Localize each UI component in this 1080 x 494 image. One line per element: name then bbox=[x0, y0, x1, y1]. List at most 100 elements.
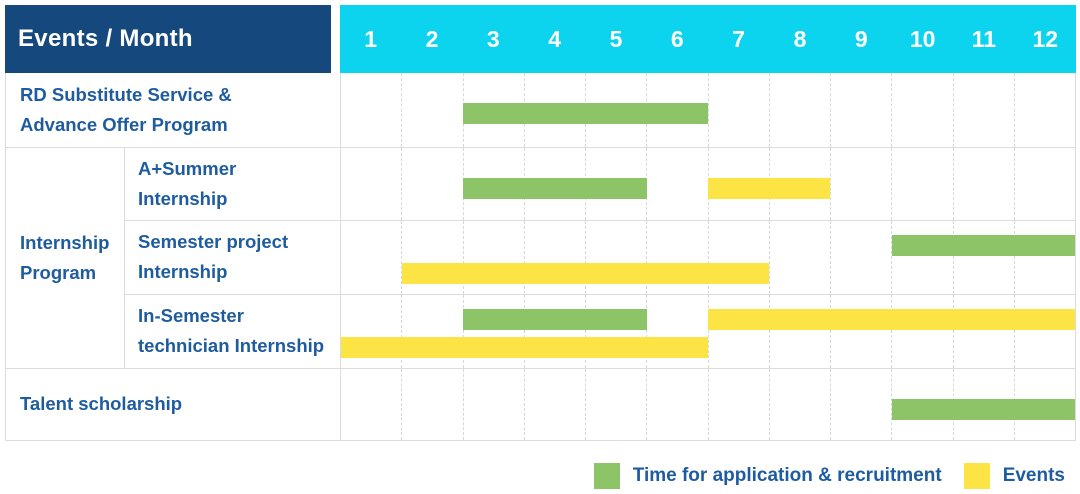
table-row: Semester project Internship bbox=[125, 219, 1075, 294]
month-column bbox=[830, 73, 891, 147]
legend-swatch-yellow bbox=[963, 463, 990, 489]
row-label-line: technician Internship bbox=[138, 335, 325, 356]
month-column bbox=[646, 294, 707, 368]
gantt-bar-yellow bbox=[341, 336, 708, 358]
row-label-line: RD Substitute Service & bbox=[20, 83, 232, 105]
gantt-bar-yellow bbox=[708, 308, 1075, 330]
month-column bbox=[1013, 73, 1075, 147]
month-column bbox=[341, 369, 401, 441]
month-header-cell: 9 bbox=[854, 25, 868, 52]
row-label-line: Internship bbox=[20, 231, 110, 253]
gantt-track bbox=[341, 368, 1075, 441]
gantt-bar-green bbox=[891, 398, 1075, 420]
month-column bbox=[462, 73, 524, 147]
month-column bbox=[952, 294, 1014, 368]
month-column bbox=[768, 73, 830, 147]
row-label-line: Talent scholarship bbox=[20, 393, 183, 415]
month-column bbox=[768, 220, 830, 294]
gantt-track bbox=[341, 73, 1075, 147]
gantt-track bbox=[341, 294, 1075, 368]
row-label: In-Semester technician Internship bbox=[125, 294, 341, 368]
group-label: Internship Program bbox=[6, 147, 125, 368]
month-column bbox=[891, 73, 952, 147]
month-column bbox=[1013, 147, 1075, 220]
month-column bbox=[952, 73, 1014, 147]
month-header-cell: 3 bbox=[486, 25, 500, 52]
month-column bbox=[1013, 220, 1075, 294]
gantt-bar-green bbox=[463, 177, 647, 199]
row-label: Talent scholarship bbox=[6, 368, 341, 440]
row-label: RD Substitute Service & Advance Offer Pro… bbox=[6, 73, 341, 147]
month-header-cell: 6 bbox=[670, 25, 684, 52]
month-column bbox=[401, 368, 462, 440]
month-column bbox=[830, 294, 891, 368]
month-column bbox=[341, 221, 401, 294]
gantt-track bbox=[341, 220, 1075, 294]
month-column bbox=[891, 147, 952, 220]
month-column bbox=[830, 368, 891, 440]
internship-program-group: Internship Program A+Summer Internship Semes… bbox=[6, 146, 1075, 368]
month-column bbox=[891, 294, 952, 368]
gantt-bar-yellow bbox=[708, 177, 831, 199]
row-label: A+Summer Internship bbox=[125, 147, 341, 220]
month-column bbox=[401, 294, 462, 368]
month-column bbox=[401, 147, 462, 220]
month-column bbox=[462, 147, 524, 220]
row-label-line: A+Summer bbox=[138, 157, 237, 179]
gantt-bar-green bbox=[891, 234, 1075, 256]
month-column bbox=[523, 294, 585, 368]
table-row: In-Semester technician Internship bbox=[125, 293, 1075, 368]
legend: Time for application & recruitment Events bbox=[572, 462, 1065, 490]
month-column bbox=[585, 294, 646, 368]
month-column bbox=[401, 220, 462, 294]
month-column bbox=[707, 220, 769, 294]
gantt-body: RD Substitute Service & Advance Offer Pro… bbox=[5, 73, 1076, 441]
month-column bbox=[952, 220, 1014, 294]
month-header-cell: 10 bbox=[909, 25, 936, 52]
table-row: Talent scholarship bbox=[6, 367, 1075, 441]
month-column bbox=[830, 147, 891, 220]
month-header-cell: 7 bbox=[732, 25, 746, 52]
month-header-cell: 5 bbox=[609, 25, 623, 52]
month-column bbox=[952, 147, 1014, 220]
month-column bbox=[1013, 294, 1075, 368]
month-column bbox=[341, 73, 401, 147]
row-label-line: Program bbox=[20, 261, 97, 283]
month-column bbox=[462, 368, 524, 440]
month-column bbox=[646, 147, 707, 220]
month-header-cell: 2 bbox=[425, 25, 439, 52]
month-column bbox=[462, 220, 524, 294]
legend-item: Events bbox=[963, 463, 1065, 489]
row-label-line: Internship bbox=[138, 187, 228, 209]
events-month-header-cell: Events / Month bbox=[5, 5, 331, 73]
month-column bbox=[891, 220, 952, 294]
month-column bbox=[707, 73, 769, 147]
gantt-bar-yellow bbox=[402, 262, 770, 284]
row-label-line: Semester project bbox=[138, 231, 289, 252]
events-month-header-label: Events / Month bbox=[18, 25, 193, 52]
month-header-cell: 12 bbox=[1032, 25, 1059, 52]
gantt-track bbox=[341, 147, 1075, 220]
month-header-cell: 8 bbox=[793, 25, 807, 52]
legend-item: Time for application & recruitment bbox=[593, 463, 942, 489]
legend-label: Events bbox=[1002, 465, 1065, 486]
month-column bbox=[830, 220, 891, 294]
month-column bbox=[585, 368, 646, 440]
month-column bbox=[707, 294, 769, 368]
row-label-line: Internship bbox=[138, 261, 228, 282]
month-column bbox=[707, 368, 769, 440]
month-column bbox=[646, 220, 707, 294]
gantt-bar-green bbox=[463, 308, 647, 330]
month-column bbox=[341, 148, 401, 220]
month-header-cell: 1 bbox=[364, 25, 378, 52]
gantt-bar-green bbox=[463, 103, 708, 124]
month-column bbox=[401, 73, 462, 147]
legend-swatch-green bbox=[593, 463, 620, 489]
table-row: A+Summer Internship bbox=[125, 147, 1075, 220]
month-header-cell: 4 bbox=[548, 25, 562, 52]
month-column bbox=[646, 368, 707, 440]
legend-label: Time for application & recruitment bbox=[632, 465, 942, 486]
month-column bbox=[523, 220, 585, 294]
month-column bbox=[768, 368, 830, 440]
month-header-row: 1 2 3 4 5 6 7 8 9 10 11 12 bbox=[340, 5, 1076, 73]
